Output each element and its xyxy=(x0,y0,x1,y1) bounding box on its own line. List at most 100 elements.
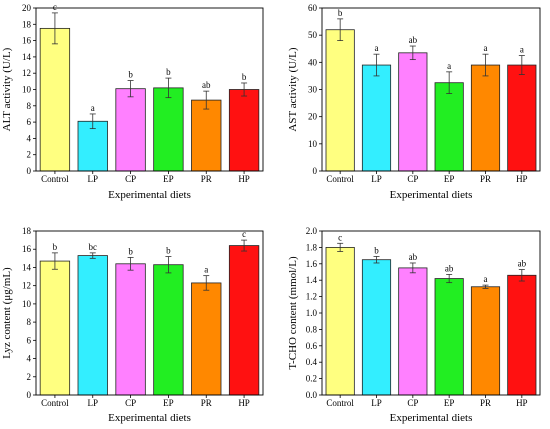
y-tick-label: 60 xyxy=(308,3,318,13)
bar-lp xyxy=(361,259,392,396)
significance-label: b xyxy=(53,242,58,252)
y-tick-label: 20 xyxy=(308,112,318,122)
x-tick-label: Control xyxy=(326,398,354,408)
x-tick-label: CP xyxy=(125,398,136,408)
x-tick-label: CP xyxy=(125,174,136,184)
significance-label: b xyxy=(128,70,133,80)
significance-label: c xyxy=(338,232,342,242)
y-tick-label: 0 xyxy=(27,390,32,400)
y-tick-label: 4 xyxy=(27,133,32,143)
significance-label: ab xyxy=(518,259,527,269)
x-tick-label: HP xyxy=(516,398,528,408)
x-axis-label: Experimental diets xyxy=(390,412,473,424)
x-tick-label: LP xyxy=(87,398,98,408)
y-tick-label: 1.0 xyxy=(306,308,318,318)
y-tick-label: 16 xyxy=(22,244,32,254)
y-tick-label: 2 xyxy=(27,372,32,382)
y-tick-label: 14 xyxy=(22,262,32,272)
y-tick-label: 0 xyxy=(27,166,32,176)
y-tick-label: 2 xyxy=(27,150,32,160)
bar-cp xyxy=(398,52,428,172)
significance-label: b xyxy=(166,246,171,256)
bar-hp xyxy=(228,245,260,396)
bar-pr xyxy=(470,64,501,172)
x-tick-label: EP xyxy=(163,398,174,408)
y-tick-label: 2.0 xyxy=(306,226,318,236)
y-tick-label: 18 xyxy=(22,19,32,29)
bar-cp xyxy=(115,263,146,396)
x-tick-label: PR xyxy=(201,174,212,184)
y-axis-label: T-CHO content (mmol/L) xyxy=(287,256,299,370)
chart-panel-2: b Control a LP ab CP a EP a PR a HP 0 10 20 30 40 50 60 AST… xyxy=(287,3,541,201)
significance-label: ab xyxy=(202,80,211,90)
y-tick-label: 10 xyxy=(22,85,32,95)
y-tick-label: 1.2 xyxy=(306,292,317,302)
x-tick-label: EP xyxy=(444,174,455,184)
x-tick-label: HP xyxy=(516,174,528,184)
x-tick-label: HP xyxy=(238,174,250,184)
x-tick-label: LP xyxy=(87,174,98,184)
bar-hp xyxy=(228,89,260,172)
y-tick-label: 0 xyxy=(313,166,318,176)
plot-frame xyxy=(321,230,541,396)
y-tick-label: 0.6 xyxy=(306,341,318,351)
bar-ep xyxy=(153,264,184,396)
significance-label: a xyxy=(375,43,379,53)
x-axis-label: Experimental diets xyxy=(108,412,191,424)
significance-label: ab xyxy=(409,35,418,45)
y-tick-label: 12 xyxy=(22,281,31,291)
bar-cp xyxy=(398,267,428,396)
significance-label: b xyxy=(166,67,171,77)
x-axis-label: Experimental diets xyxy=(108,189,191,201)
y-axis-label: ALT activity (U/L) xyxy=(1,47,13,131)
y-tick-label: 0.8 xyxy=(306,324,318,334)
y-tick-label: 4 xyxy=(27,354,32,364)
x-tick-label: Control xyxy=(41,174,69,184)
significance-label: b xyxy=(242,72,247,82)
significance-label: a xyxy=(484,43,488,53)
y-tick-label: 16 xyxy=(22,36,32,46)
y-tick-label: 1.4 xyxy=(306,275,318,285)
y-tick-label: 10 xyxy=(22,299,32,309)
significance-label: ab xyxy=(409,252,418,262)
plot-frame xyxy=(321,7,541,172)
significance-label: b xyxy=(338,8,343,18)
plot-frame xyxy=(35,7,264,172)
y-tick-label: 14 xyxy=(22,52,32,62)
x-tick-label: PR xyxy=(480,398,491,408)
y-tick-label: 0.0 xyxy=(306,390,318,400)
significance-label: b xyxy=(128,246,133,256)
significance-label: a xyxy=(91,103,95,113)
x-tick-label: Control xyxy=(41,398,69,408)
bar-control xyxy=(39,260,71,396)
bar-control xyxy=(325,29,355,172)
bar-control xyxy=(325,246,355,396)
y-tick-label: 1.6 xyxy=(306,259,318,269)
x-tick-label: Control xyxy=(326,174,354,184)
y-tick-label: 12 xyxy=(22,68,31,78)
x-tick-label: HP xyxy=(238,398,250,408)
significance-label: a xyxy=(204,265,208,275)
bar-pr xyxy=(470,286,501,396)
x-tick-label: EP xyxy=(444,398,455,408)
chart-panel-1: c Control a LP b CP b EP ab PR b HP 0 2 4 6 8 10 12 14 16 18 2… xyxy=(1,2,264,201)
y-axis-label: AST activity (U/L) xyxy=(287,47,299,131)
x-tick-label: EP xyxy=(163,174,174,184)
significance-label: a xyxy=(520,45,524,55)
x-axis-label: Experimental diets xyxy=(390,189,473,201)
significance-label: c xyxy=(242,229,246,239)
bar-ep xyxy=(153,87,184,172)
plot-frame xyxy=(35,230,264,396)
y-tick-label: 50 xyxy=(308,30,318,40)
chart-panel-3: b Control bc LP b CP b EP a PR c HP 0 2 4 6 8 10 12 14 16 18 L… xyxy=(1,226,264,424)
y-tick-label: 6 xyxy=(27,335,32,345)
bar-hp xyxy=(507,274,537,396)
bar-lp xyxy=(77,120,108,172)
significance-label: b xyxy=(374,245,379,255)
y-axis-label: Lyz content (μg/mL) xyxy=(1,267,13,359)
significance-label: bc xyxy=(89,242,98,252)
chart-panel-4: c Control b LP ab CP ab EP a PR ab HP 0.0 0.2 0.4 0.6 0.… xyxy=(287,226,541,424)
bar-ep xyxy=(434,82,464,172)
x-tick-label: PR xyxy=(201,398,212,408)
